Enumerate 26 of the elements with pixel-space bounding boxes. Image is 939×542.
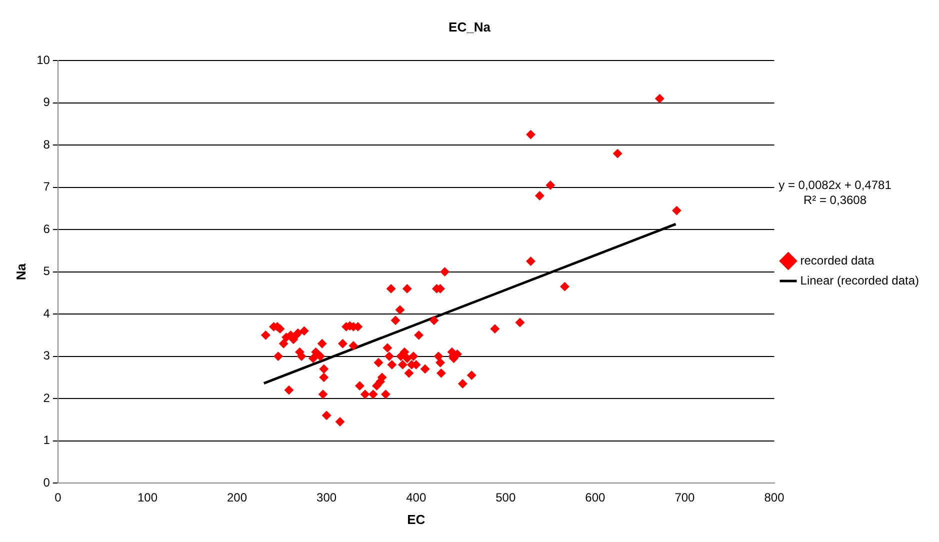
y-axis-title: Na [13, 262, 28, 280]
x-tick-label: 600 [585, 490, 606, 505]
x-tick-label: 700 [674, 490, 696, 505]
y-tick-label: 6 [43, 222, 50, 236]
legend-label: Linear (recorded data) [800, 273, 920, 288]
y-tick-label: 0 [43, 475, 50, 490]
y-tick-label: 2 [43, 390, 50, 405]
y-tick-label: 5 [43, 264, 50, 278]
x-tick-label: 200 [227, 490, 248, 505]
x-tick-label: 100 [137, 490, 158, 505]
x-tick-label: 800 [764, 490, 785, 505]
chart-title: EC_Na [448, 19, 492, 34]
y-tick-label: 9 [43, 95, 50, 110]
x-tick-label: 500 [496, 490, 516, 505]
x-tick-label: 400 [406, 490, 426, 505]
legend-label: recorded data [800, 253, 875, 268]
y-tick-label: 3 [43, 348, 50, 363]
y-tick-label: 4 [43, 306, 50, 320]
text: y = 0,0082x + 0,4781 R² = 0,3608 [778, 178, 892, 208]
y-tick-label: 8 [43, 137, 50, 152]
x-axis-title: EC [407, 512, 426, 527]
y-tick-label: 1 [43, 433, 50, 448]
y-tick-label: 10 [36, 52, 50, 67]
x-tick-label: 0 [54, 490, 62, 505]
y-tick-label: 7 [43, 180, 50, 194]
x-tick-label: 300 [316, 490, 337, 505]
